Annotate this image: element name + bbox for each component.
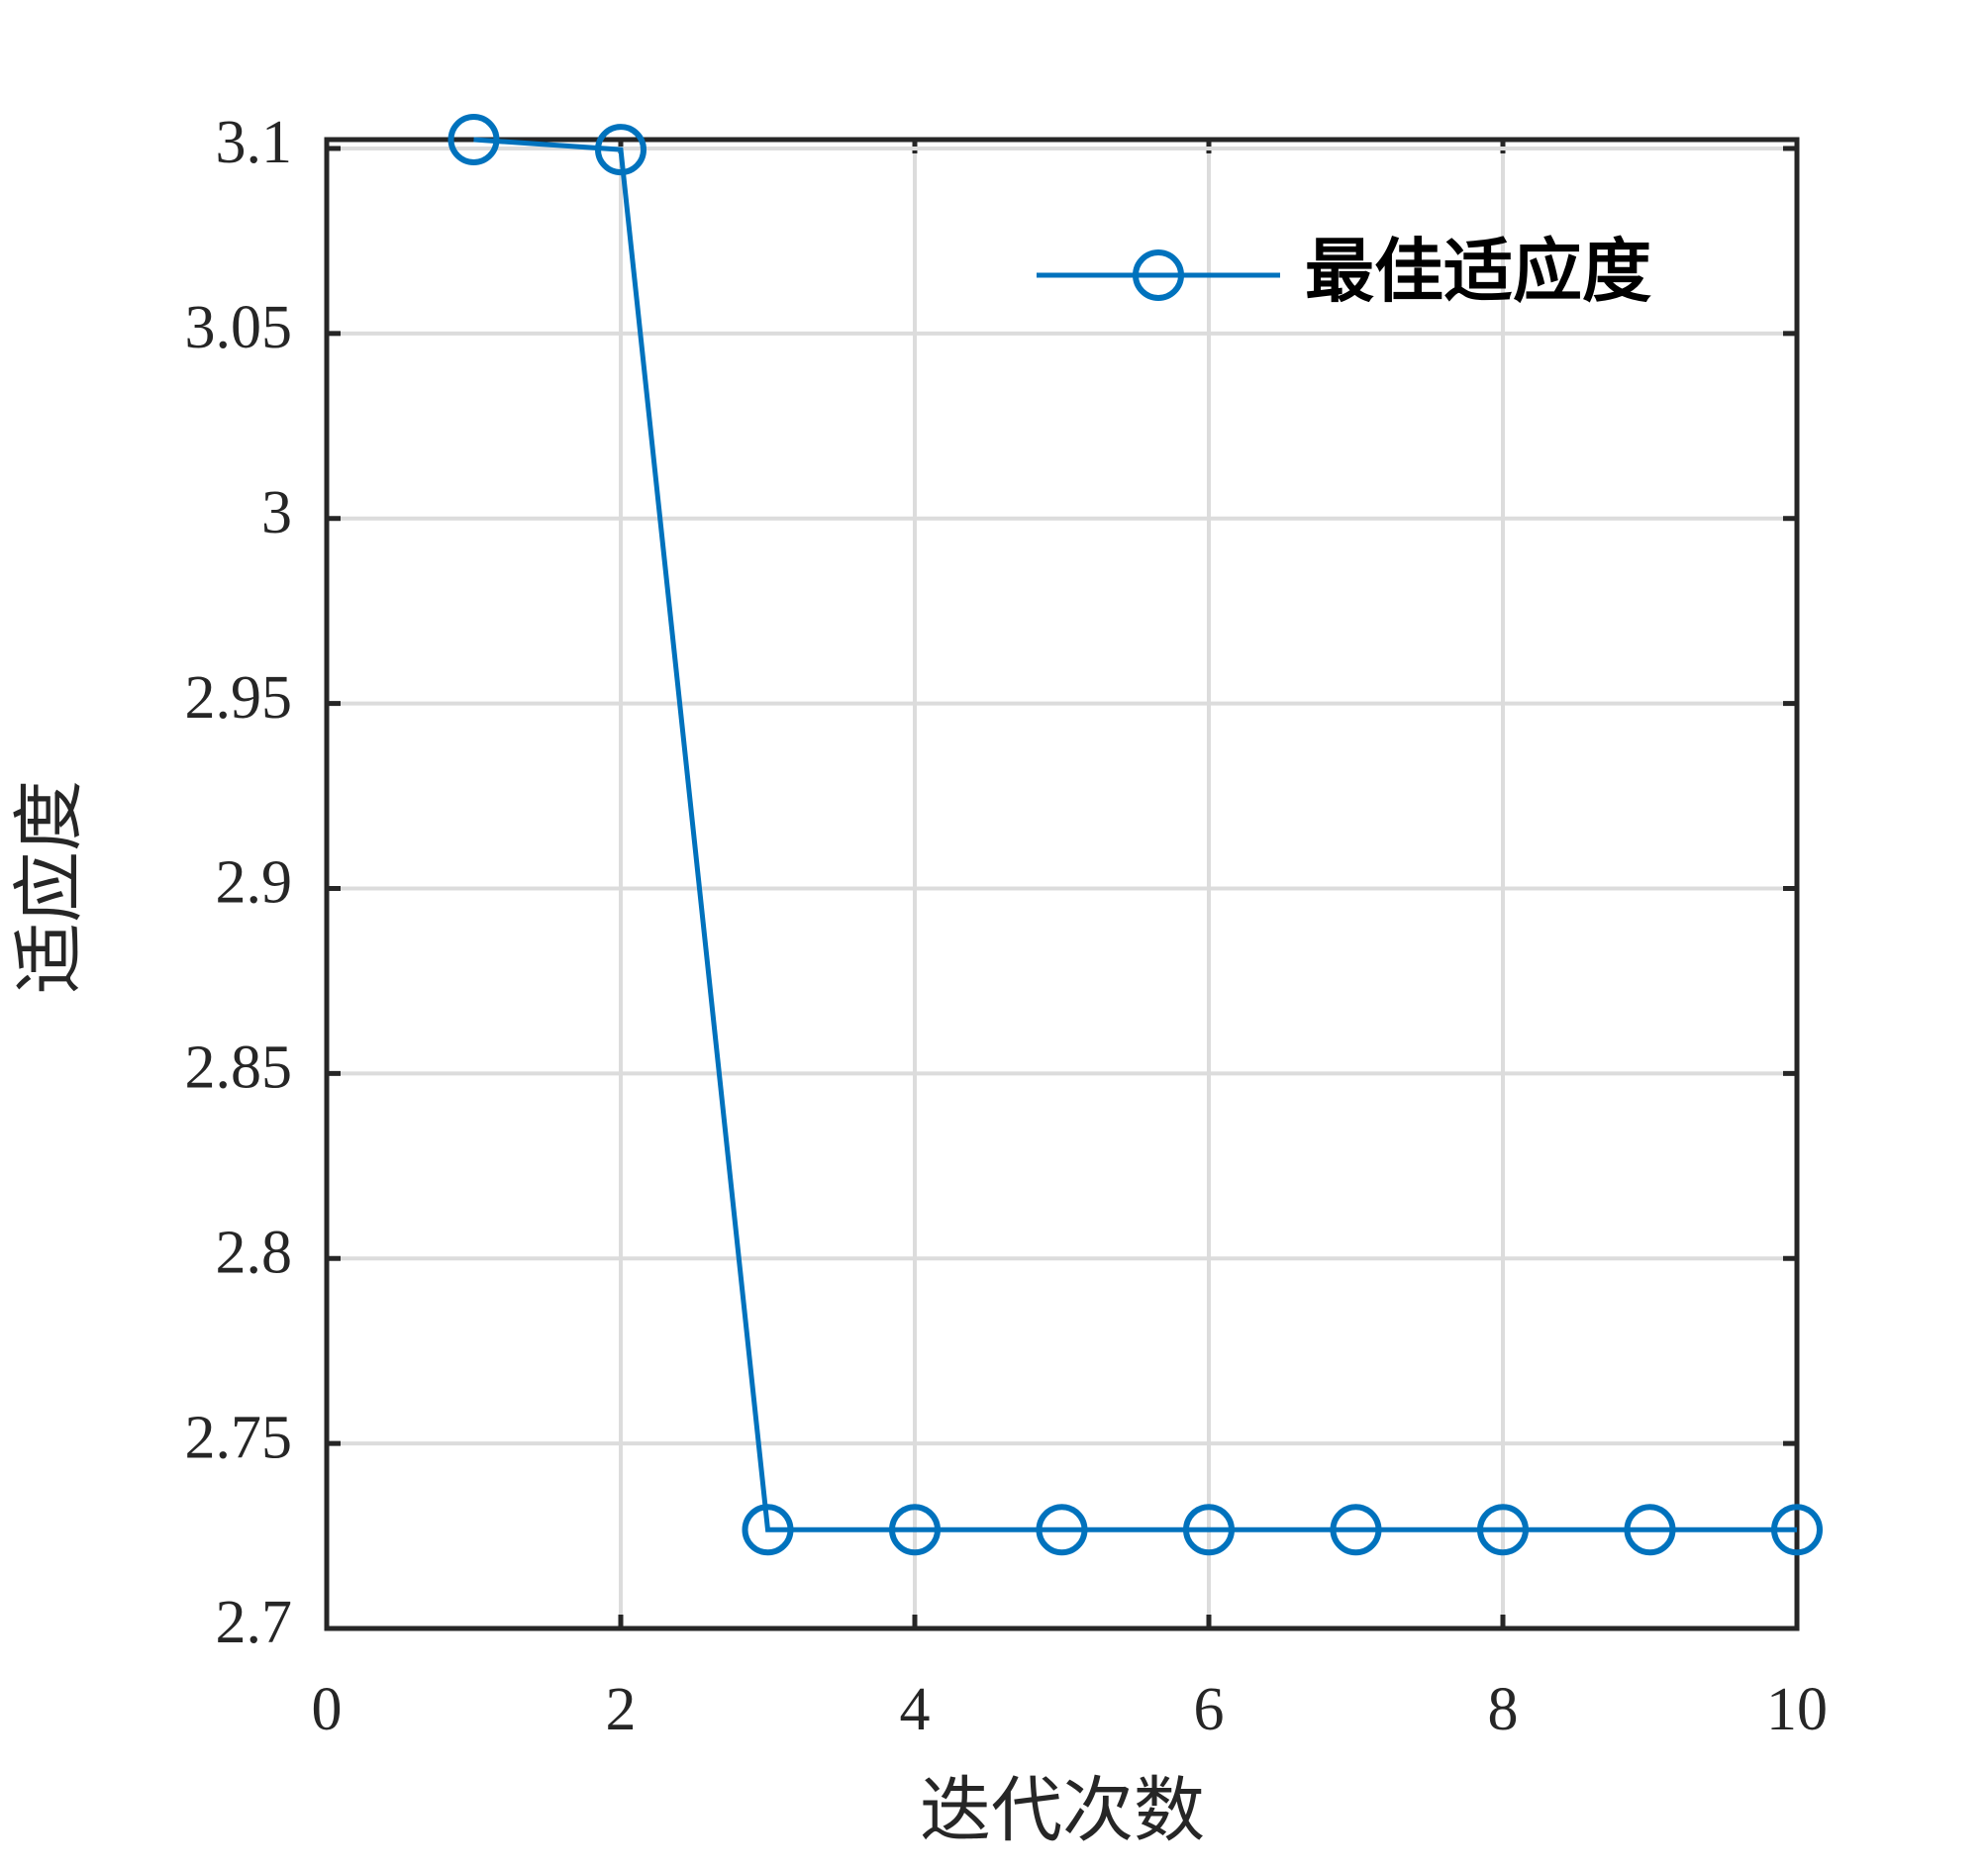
marker (1183, 1504, 1235, 1556)
x-tick-label: 8 (1488, 1676, 1519, 1743)
data-line (473, 137, 1797, 1532)
x-tick-label: 4 (900, 1676, 931, 1743)
marker (1771, 1504, 1823, 1556)
y-tick-label: 3.1 (216, 109, 293, 176)
legend-label: 最佳适应度 (1305, 234, 1651, 311)
y-tick-label: 3.05 (185, 294, 293, 361)
marker (447, 114, 500, 165)
y-axis-label: 适应度 (11, 780, 90, 994)
marker (1477, 1504, 1529, 1556)
x-axis-label: 迭代次数 (920, 1772, 1205, 1851)
marker (1330, 1504, 1382, 1556)
legend-marker (1133, 249, 1184, 301)
y-tick-label: 2.9 (216, 849, 293, 917)
marker (742, 1504, 794, 1556)
x-tick-label: 6 (1194, 1676, 1225, 1743)
y-tick-label: 2.7 (216, 1589, 293, 1656)
y-tick-label: 2.95 (185, 664, 293, 732)
y-tick-label: 2.75 (185, 1404, 293, 1471)
y-tick-label: 2.85 (185, 1034, 293, 1102)
marker (595, 124, 646, 176)
x-tick-label: 10 (1766, 1676, 1828, 1743)
marker (1624, 1504, 1676, 1556)
x-tick-label: 2 (606, 1676, 637, 1743)
plot-frame (324, 137, 1800, 1631)
marker (1036, 1504, 1088, 1556)
y-tick-label: 3 (261, 479, 292, 546)
y-tick-label: 2.8 (216, 1219, 293, 1286)
marker (889, 1504, 941, 1556)
x-tick-label: 0 (312, 1676, 343, 1743)
